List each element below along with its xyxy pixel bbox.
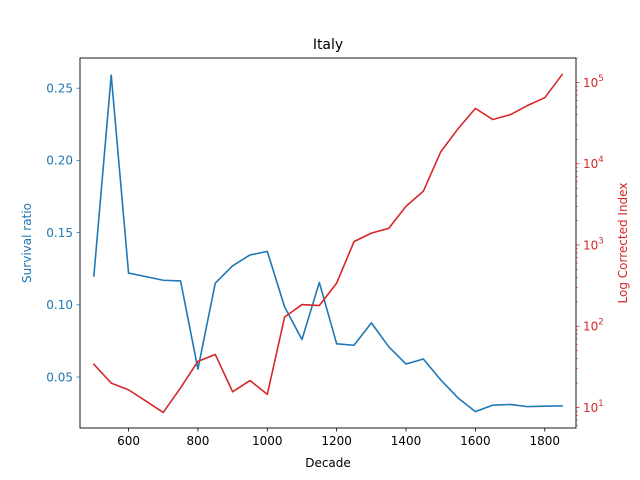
x-tick-label: 1400	[391, 434, 422, 448]
right-axis-title: Log Corrected Index	[616, 183, 630, 304]
chart-title: Italy	[313, 37, 343, 53]
x-tick-label: 800	[186, 434, 209, 448]
survival-ratio-line	[93, 74, 563, 413]
left-axis-ticks: 0.05 0.10 0.15 0.20 0.25	[46, 81, 80, 384]
left-tick-label: 0.15	[46, 226, 73, 240]
left-tick-label: 0.10	[46, 298, 73, 312]
x-tick-label: 600	[117, 434, 140, 448]
x-axis-ticks: 600 800 1000 1200 1400 1600 1800	[117, 428, 560, 448]
x-tick-label: 1000	[252, 434, 283, 448]
series-layer	[92, 73, 564, 414]
left-tick-label: 0.25	[46, 81, 73, 95]
x-axis-title: Decade	[305, 456, 351, 470]
x-tick-label: 1800	[530, 434, 561, 448]
left-tick-label: 0.20	[46, 154, 73, 168]
log-corrected-index-line	[92, 73, 564, 414]
x-tick-label: 1200	[321, 434, 352, 448]
left-tick-label: 0.05	[46, 370, 73, 384]
x-tick-label: 1600	[460, 434, 491, 448]
plot-frame	[79, 57, 577, 429]
left-axis-title: Survival ratio	[20, 203, 34, 283]
